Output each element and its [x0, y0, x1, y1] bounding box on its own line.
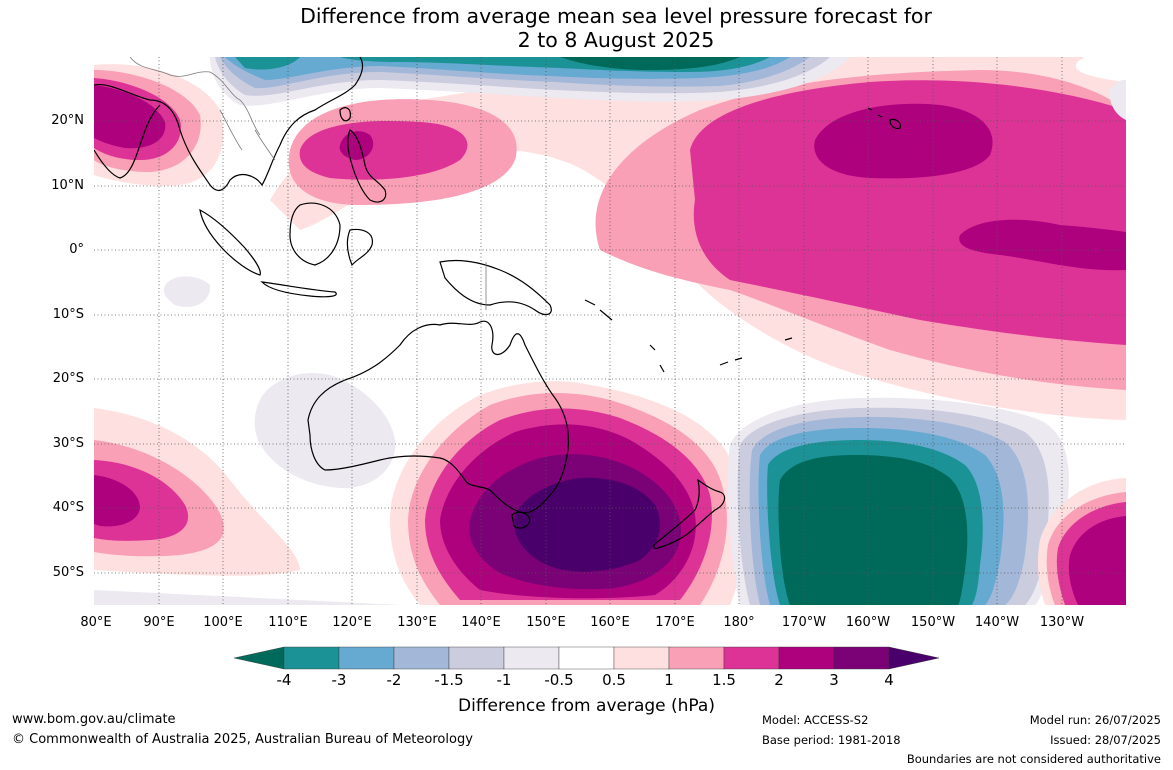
- colorbar-tick-label: 1: [664, 671, 674, 689]
- australia-coastline: [307, 320, 570, 514]
- colorbar-tick-label: 1.5: [712, 671, 736, 689]
- title-line-1: Difference from average mean sea level p…: [300, 4, 932, 28]
- lon-label: 170°E: [655, 615, 695, 630]
- anomaly-low-north: [210, 57, 850, 106]
- colorbar-tick-label: 4: [884, 671, 894, 689]
- copyright-text: © Commonwealth of Australia 2025, Austra…: [12, 732, 473, 747]
- anomaly-high-north-pacific: [270, 57, 1126, 420]
- anomaly-low-south-pacific: [728, 397, 1069, 605]
- java-coastline: [260, 281, 337, 298]
- anomaly-fields: [94, 57, 1126, 605]
- borneo-coastline: [289, 202, 341, 266]
- anomaly-low-west-indian-ocean: [163, 276, 211, 308]
- india-coastline: [94, 104, 161, 179]
- lon-label: 120°E: [332, 615, 372, 630]
- japan-taiwan-coastline: [339, 107, 351, 122]
- coastlines: [94, 57, 901, 550]
- colorbar-extend-low: [233, 646, 285, 670]
- lon-label: 150°W: [910, 615, 956, 630]
- colorbar-bin: [778, 646, 835, 670]
- lon-label: 160°E: [590, 615, 630, 630]
- lon-label: 110°E: [268, 615, 308, 630]
- lon-label: 140°W: [974, 615, 1020, 630]
- sulawesi-coastline: [346, 228, 374, 267]
- colorbar-bin: [338, 646, 395, 670]
- anomaly-low-northeast-pacific: [1109, 79, 1126, 120]
- lon-label: 130°E: [397, 615, 437, 630]
- colorbar-bin: [393, 646, 450, 670]
- colorbar: [233, 646, 940, 670]
- colorbar-bin: [613, 646, 670, 670]
- sumatra-coastline: [199, 208, 261, 276]
- tasmania-coastline: [511, 511, 531, 529]
- website-link[interactable]: www.bom.gov.au/climate: [12, 712, 176, 727]
- colorbar-tick-label: 3: [829, 671, 839, 689]
- lon-label: 170°W: [781, 615, 827, 630]
- anomaly-low-west-australia: [254, 372, 396, 489]
- model-name: Model: ACCESS-S2: [762, 713, 869, 727]
- chart-title: Difference from average mean sea level p…: [0, 4, 1173, 52]
- colorbar-bin: [448, 646, 505, 670]
- lon-label: 140°E: [461, 615, 501, 630]
- lat-label: 10°S: [52, 307, 84, 322]
- lat-label: 0°: [69, 242, 84, 257]
- lat-label: 30°S: [52, 436, 84, 451]
- lon-label: 130°W: [1039, 615, 1085, 630]
- colorbar-tick-label: 0.5: [602, 671, 626, 689]
- colorbar-bin: [723, 646, 780, 670]
- philippines-coastline: [347, 129, 387, 203]
- lat-label: 50°S: [52, 565, 84, 580]
- boundaries-disclaimer: Boundaries are not considered authoritat…: [906, 752, 1161, 766]
- issued-date: Issued: 28/07/2025: [1050, 733, 1161, 747]
- asia-coastline: [94, 57, 364, 192]
- colorbar-tick-label: -3: [331, 671, 347, 689]
- lon-label: 80°E: [80, 615, 112, 630]
- colorbar-bin: [503, 646, 560, 670]
- anomaly-high-east-australia: [390, 381, 745, 605]
- pacific-islands-coastline: [584, 299, 793, 373]
- lat-label: 10°N: [51, 178, 84, 193]
- colorbar-title: Difference from average (hPa): [458, 696, 715, 716]
- anomaly-high-southeast-pacific: [1037, 478, 1126, 605]
- title-line-2: 2 to 8 August 2025: [517, 28, 715, 52]
- colorbar-tick-label: -2: [386, 671, 402, 689]
- colorbar-tick-label: 2: [774, 671, 784, 689]
- lat-label: 20°N: [51, 113, 84, 128]
- country-borders: [129, 57, 487, 310]
- base-period: Base period: 1981-2018: [762, 733, 901, 747]
- lon-label: 180°: [723, 615, 755, 630]
- lon-label: 150°E: [526, 615, 566, 630]
- lat-label: 20°S: [52, 371, 84, 386]
- new-guinea-coastline: [439, 259, 552, 316]
- colorbar-tick-label: -0.5: [544, 671, 574, 689]
- lon-label: 90°E: [143, 615, 175, 630]
- hawaii-coastline: [867, 107, 901, 130]
- colorbar-bin: [558, 646, 615, 670]
- graticule: [94, 57, 1126, 605]
- lon-label: 160°W: [845, 615, 891, 630]
- model-run-date: Model run: 26/07/2025: [1029, 713, 1161, 727]
- colorbar-tick-label: -4: [276, 671, 292, 689]
- lon-label: 100°E: [203, 615, 243, 630]
- colorbar-bin: [283, 646, 340, 670]
- colorbar-tick-label: -1: [496, 671, 512, 689]
- colorbar-extend-high: [888, 646, 940, 670]
- colorbar-tick-label: -1.5: [434, 671, 464, 689]
- lat-label: 40°S: [52, 500, 84, 515]
- colorbar-bin: [668, 646, 725, 670]
- new-zealand-coastline: [653, 478, 726, 550]
- colorbar-bin: [833, 646, 890, 670]
